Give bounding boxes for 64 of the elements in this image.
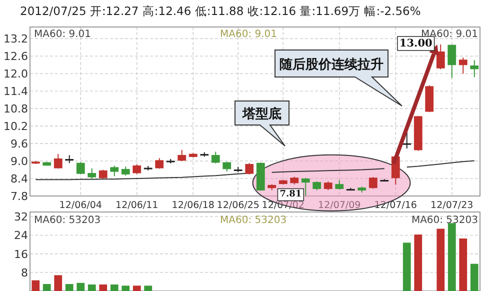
y-tick-label: 9.6	[10, 138, 28, 151]
bar	[54, 275, 62, 291]
bar	[402, 242, 411, 291]
bar	[42, 284, 51, 291]
bar	[414, 234, 422, 291]
x-tick-label: 12/06/11	[116, 200, 158, 211]
candlestick	[110, 165, 119, 177]
x-tick-label: 12/07/23	[430, 200, 474, 211]
candlestick	[245, 162, 254, 175]
bar	[88, 284, 96, 291]
y-tick-label: 24	[14, 229, 28, 242]
annotation: MA60: 9.01	[220, 29, 278, 40]
y-tick-label: 8	[21, 266, 28, 280]
candlestick	[368, 176, 378, 190]
y-tick-label: 11.4	[4, 85, 28, 98]
y-tick-label: 10.2	[4, 120, 28, 134]
annotation: 塔型底	[242, 106, 282, 122]
candlestick	[211, 151, 220, 164]
candlestick	[335, 180, 344, 190]
candlestick	[54, 154, 62, 170]
annotation: MA60: 53203	[411, 215, 478, 226]
x-tick-label: 12/06/04	[59, 200, 102, 211]
candlestick	[470, 60, 479, 78]
annotation: MA60: 9.01	[34, 29, 92, 40]
bar	[144, 286, 152, 291]
candlestick	[402, 132, 412, 150]
candlestick	[448, 44, 456, 78]
y-tick-label: 10.8	[4, 102, 28, 116]
x-tick-label: 12/07/09	[318, 200, 361, 211]
bar	[459, 238, 468, 291]
y-tick-label: 8.4	[10, 172, 28, 186]
annotation: 7.81	[280, 190, 302, 200]
candlestick	[436, 44, 445, 70]
y-tick-label: 12.6	[4, 50, 28, 64]
candlestick	[88, 168, 96, 180]
bar	[32, 280, 40, 291]
bar	[132, 286, 141, 291]
candlestick	[458, 57, 468, 74]
bar	[448, 223, 456, 291]
bar	[99, 284, 108, 291]
x-tick-label: 12/07/16	[374, 200, 417, 211]
y-tick-label: 32	[14, 210, 28, 224]
annotation: MA60: 9.01	[420, 29, 478, 40]
chart-title: 2012/07/25 开:12.27 高:12.46 低:11.88 收:12.16 量:11.69万 幅:-2.56%	[20, 4, 421, 18]
bar	[65, 284, 74, 291]
annotation: MA60: 53203	[220, 215, 287, 226]
y-tick-label: 9.0	[10, 155, 28, 168]
y-tick-label: 13.2	[4, 32, 28, 46]
x-tick-label: 12/06/18	[172, 200, 214, 211]
x-tick-label: 12/06/25	[216, 200, 260, 211]
bar	[76, 282, 85, 291]
bar	[436, 228, 445, 291]
candlestick	[121, 166, 130, 176]
annotation: 13.00	[399, 37, 432, 50]
bar	[110, 284, 118, 291]
y-tick-label: 16	[14, 248, 28, 261]
annotation: 随后股价连续拉升	[280, 56, 384, 72]
candlestick	[301, 177, 310, 196]
candlestick	[132, 164, 142, 175]
y-tick-label: 7.8	[10, 190, 28, 203]
bar	[122, 286, 130, 291]
annotation: MA60: 53203	[34, 215, 101, 226]
bar	[470, 264, 478, 291]
y-tick-label: 12.0	[4, 68, 28, 81]
